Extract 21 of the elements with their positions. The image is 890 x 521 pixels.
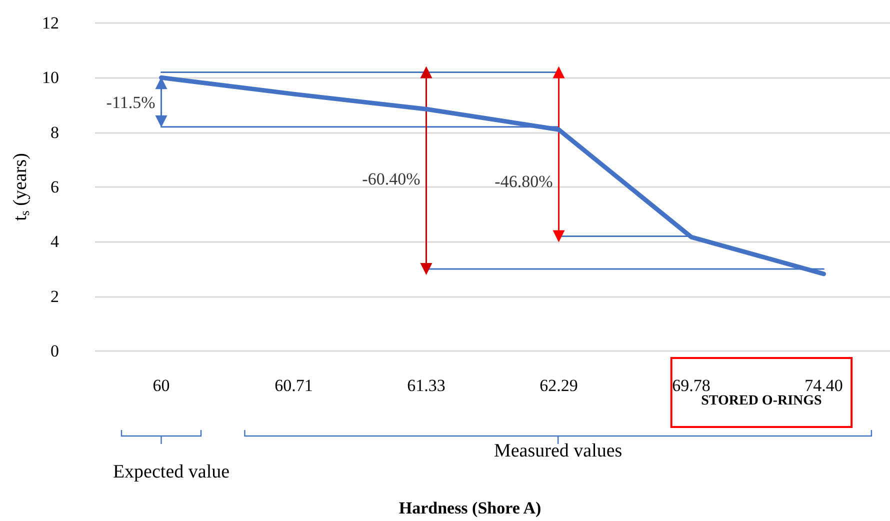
- y-tick-label: 2: [50, 286, 59, 306]
- annotation: -46.80%: [494, 172, 553, 192]
- x-tick-label: 74.40: [804, 376, 843, 395]
- y-tick-label: 6: [50, 178, 59, 196]
- y-tick-label: 8: [50, 122, 59, 142]
- y-tick-label: 4: [50, 232, 60, 252]
- text: Hardness (Shore A): [398, 498, 542, 518]
- x-tick-label: 61.33: [407, 376, 446, 395]
- text: Expected value: [112, 462, 230, 482]
- x-tick-label: 60.71: [274, 376, 313, 395]
- x-tick-label: 69.78: [672, 376, 710, 395]
- y-tick-label: 10: [42, 68, 59, 88]
- y-tick-label: 12: [42, 14, 59, 32]
- y-tick-label: 0: [50, 342, 59, 360]
- annotation: -60.40%: [362, 169, 420, 188]
- x-tick-label: 62.29: [540, 376, 578, 395]
- y-axis-title: ts (years): [10, 153, 32, 221]
- text: STORED O-RINGS: [701, 394, 822, 408]
- x-tick-label: 60: [152, 376, 170, 395]
- annotation: -11.5%: [106, 92, 156, 112]
- text: Measured values: [494, 440, 622, 462]
